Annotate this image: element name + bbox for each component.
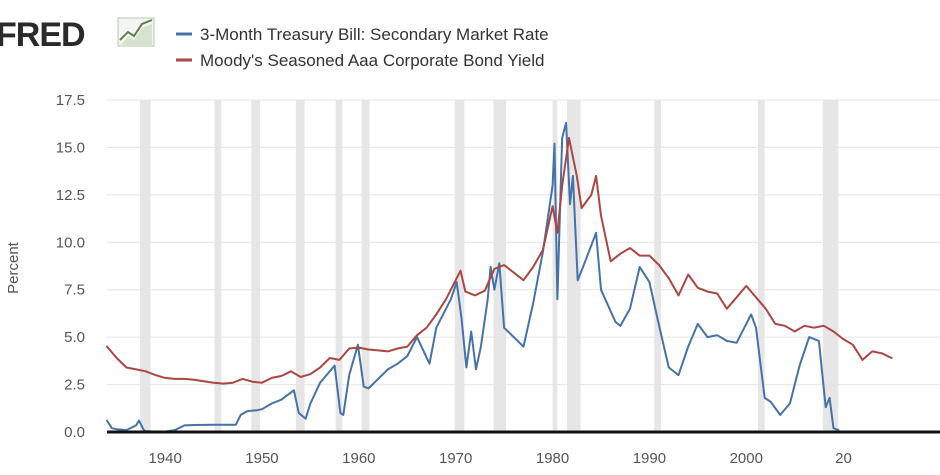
- x-tick-label: 1970: [439, 450, 472, 467]
- y-tick-label: 5.0: [64, 329, 85, 346]
- recession-band-8: [552, 100, 558, 432]
- recession-band-0: [139, 100, 151, 432]
- gridlines: [107, 99, 940, 386]
- recession-band-11: [757, 100, 765, 432]
- legend-label-tbill: 3-Month Treasury Bill: Secondary Market …: [200, 25, 549, 44]
- legend-item-aaa[interactable]: Moody's Seasoned Aaa Corporate Bond Yiel…: [176, 51, 544, 70]
- fred-logo-text: FRED: [0, 16, 85, 54]
- legend-item-tbill[interactable]: 3-Month Treasury Bill: Secondary Market …: [176, 25, 549, 44]
- x-tick-label: 1940: [148, 450, 181, 467]
- y-axis-ticks: 0.0 2.5 5.0 7.5 10.0 12.5 15.0 17.5: [56, 92, 85, 441]
- y-tick-label: 17.5: [56, 92, 85, 109]
- recession-band-10: [654, 100, 662, 432]
- x-tick-label: 1980: [536, 450, 569, 467]
- recession-band-6: [454, 100, 465, 432]
- x-tick-label: 2000: [730, 450, 763, 467]
- recession-band-4: [335, 100, 343, 432]
- y-tick-label: 10.0: [56, 234, 85, 251]
- y-tick-label: 7.5: [64, 282, 85, 299]
- y-axis-title: Percent: [5, 241, 22, 294]
- recession-band-2: [251, 100, 261, 432]
- series-line-aaa[interactable]: [106, 136, 893, 385]
- y-tick-label: 15.0: [56, 139, 85, 156]
- y-tick-label: 12.5: [56, 187, 85, 204]
- recession-band-5: [361, 100, 370, 432]
- recession-shading: [139, 100, 839, 432]
- fred-logo[interactable]: FRED: [0, 16, 155, 54]
- recession-band-9: [567, 100, 581, 432]
- recession-band-3: [295, 100, 305, 432]
- x-tick-label: 1990: [633, 450, 666, 467]
- fred-logo-graph-icon: [117, 17, 155, 47]
- recession-band-1: [214, 100, 222, 432]
- legend-label-aaa: Moody's Seasoned Aaa Corporate Bond Yiel…: [200, 51, 544, 70]
- plot-series: [106, 121, 893, 433]
- series-line-tbill[interactable]: [106, 121, 840, 433]
- x-tick-label: 1960: [342, 450, 375, 467]
- x-tick-label: 20: [835, 450, 852, 467]
- legend: 3-Month Treasury Bill: Secondary Market …: [176, 25, 549, 70]
- x-axis-ticks: 1940 1950 1960 1970 1980 1990 2000 20: [148, 450, 851, 467]
- recession-band-12: [822, 100, 839, 432]
- y-tick-label: 2.5: [64, 377, 85, 394]
- x-tick-label: 1950: [245, 450, 278, 467]
- y-tick-label: 0.0: [64, 424, 85, 441]
